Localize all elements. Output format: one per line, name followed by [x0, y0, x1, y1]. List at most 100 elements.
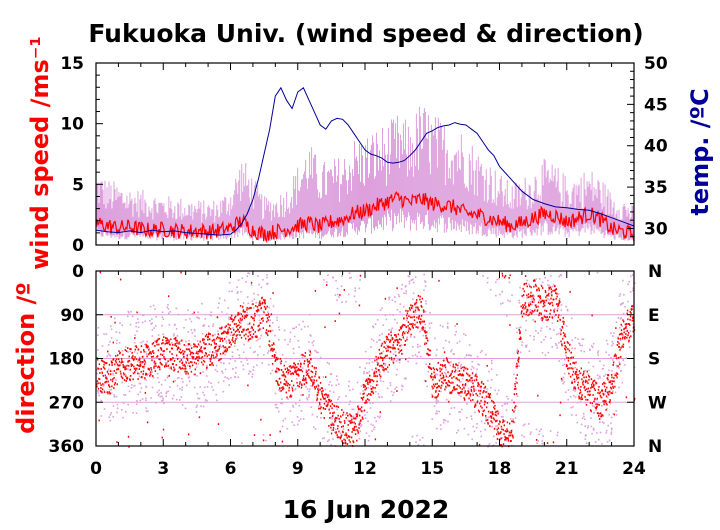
wind-direction-dot: [289, 370, 291, 373]
wind-direction-dot: [175, 336, 177, 339]
gust-direction-dot: [436, 410, 438, 413]
gust-direction-dot: [413, 336, 416, 338]
gust-direction-dot: [110, 325, 112, 328]
wind-direction-dot: [469, 393, 472, 396]
gust-direction-dot: [614, 391, 617, 394]
gust-direction-dot: [483, 387, 485, 389]
wind-direction-dot: [566, 341, 569, 343]
gust-direction-dot: [224, 353, 226, 356]
wind-direction-dot: [354, 429, 356, 432]
gust-direction-dot: [182, 357, 184, 360]
wind-direction-dot: [335, 431, 337, 433]
wind-direction-dot: [208, 338, 211, 341]
gust-direction-dot: [511, 399, 513, 401]
wind-direction-dot: [540, 312, 542, 315]
gust-direction-dot: [393, 391, 395, 394]
wind-direction-dot: [535, 304, 537, 307]
gust-direction-dot: [447, 376, 450, 378]
wind-direction-dot: [388, 346, 390, 349]
gust-direction-dot: [412, 345, 414, 348]
wind-direction-dot: [253, 434, 256, 437]
wind-direction-dot: [417, 308, 419, 311]
gust-direction-dot: [388, 296, 391, 299]
wind-direction-dot: [570, 367, 572, 370]
wind-direction-dot: [541, 285, 543, 288]
gust-direction-dot: [376, 361, 378, 363]
wind-direction-dot: [131, 351, 133, 354]
wind-direction-dot: [436, 382, 438, 385]
gust-direction-dot: [558, 360, 561, 362]
gust-direction-dot: [547, 351, 550, 354]
wind-direction-dot: [486, 402, 489, 404]
wind-direction-dot: [604, 388, 607, 391]
gust-direction-dot: [209, 338, 212, 341]
wind-direction-dot: [598, 403, 600, 406]
wind-direction-dot: [288, 369, 290, 371]
wind-direction-dot: [412, 324, 414, 327]
gust-direction-dot: [597, 438, 600, 441]
gust-direction-dot: [398, 295, 401, 298]
wind-direction-dot: [252, 329, 254, 331]
wind-direction-dot: [407, 324, 409, 327]
wind-direction-dot: [304, 378, 306, 381]
wind-direction-dot: [602, 393, 605, 396]
gust-direction-dot: [124, 411, 127, 413]
wind-direction-dot: [326, 405, 328, 407]
wind-direction-dot: [183, 344, 185, 346]
gust-direction-dot: [118, 331, 121, 334]
wind-direction-dot: [258, 328, 261, 331]
gust-direction-dot: [593, 405, 596, 408]
gust-direction-dot: [461, 385, 464, 387]
gust-direction-dot: [395, 354, 398, 357]
wind-direction-dot: [593, 387, 596, 390]
gust-direction-dot: [610, 356, 612, 359]
wind-direction-dot: [585, 398, 587, 401]
wind-direction-dot: [631, 305, 634, 308]
gust-direction-dot: [295, 402, 297, 405]
wind-direction-dot: [561, 344, 563, 347]
gust-direction-dot: [574, 396, 577, 398]
gust-direction-dot: [431, 393, 433, 396]
wind-direction-dot: [590, 386, 592, 389]
wind-direction-dot: [334, 320, 336, 322]
wind-direction-dot: [217, 423, 220, 426]
wind-direction-dot: [282, 386, 284, 389]
wind-direction-dot: [584, 395, 586, 398]
gust-direction-dot: [323, 437, 326, 439]
wind-direction-dot: [392, 361, 395, 364]
wind-direction-dot: [540, 301, 542, 303]
gust-direction-dot: [455, 330, 457, 333]
wind-direction-dot: [515, 393, 518, 395]
gust-direction-dot: [417, 444, 420, 446]
gust-direction-dot: [551, 322, 554, 324]
gust-direction-dot: [311, 413, 314, 416]
gust-direction-dot: [253, 298, 256, 301]
wind-direction-dot: [343, 420, 346, 422]
wind-direction-dot: [225, 325, 228, 327]
wind-direction-dot: [136, 364, 139, 367]
gust-direction-dot: [236, 286, 238, 288]
gust-direction-dot: [619, 327, 621, 329]
wind-direction-dot: [378, 373, 381, 376]
wind-direction-dot: [321, 394, 324, 397]
wind-direction-dot: [430, 372, 433, 375]
wind-direction-dot: [593, 379, 596, 382]
wind-direction-dot: [232, 334, 234, 337]
gust-direction-dot: [580, 423, 583, 426]
wind-direction-dot: [567, 348, 569, 350]
gust-direction-dot: [359, 392, 362, 395]
wind-direction-dot: [206, 366, 208, 369]
gust-direction-dot: [188, 380, 191, 383]
gust-direction-dot: [478, 363, 480, 366]
wind-direction-dot: [489, 415, 492, 418]
gust-direction-dot: [388, 338, 391, 341]
wind-direction-dot: [170, 367, 173, 370]
wind-direction-dot: [374, 359, 376, 362]
gust-direction-dot: [359, 425, 362, 428]
gust-direction-dot: [197, 316, 199, 319]
wind-direction-dot: [169, 358, 172, 361]
gust-direction-dot: [480, 387, 482, 390]
wind-direction-dot: [454, 388, 457, 391]
wind-direction-dot: [471, 376, 473, 379]
gust-direction-dot: [544, 277, 547, 279]
